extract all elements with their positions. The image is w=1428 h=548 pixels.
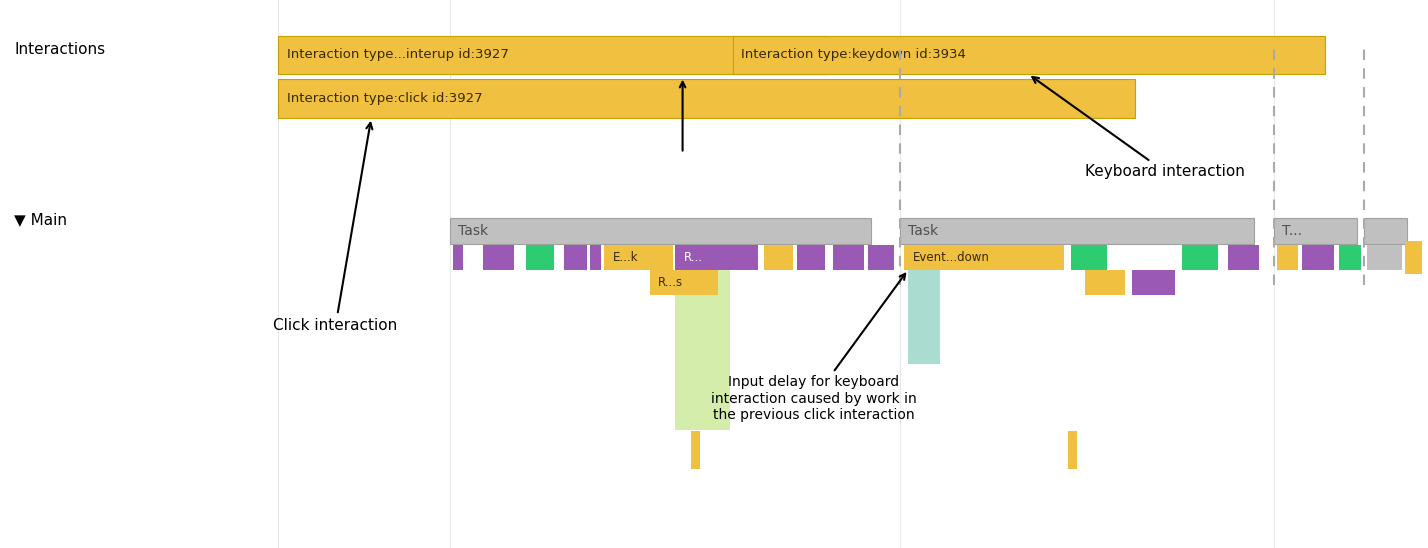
Bar: [1302, 245, 1334, 270]
Text: Task: Task: [908, 224, 938, 238]
Bar: [691, 431, 700, 469]
Bar: [1132, 270, 1175, 295]
Text: T...: T...: [1282, 224, 1302, 238]
Bar: [868, 245, 894, 270]
Text: Interaction type:click id:3927: Interaction type:click id:3927: [287, 92, 483, 105]
Bar: [453, 245, 463, 270]
Bar: [797, 245, 825, 270]
Bar: [650, 270, 718, 295]
Bar: [526, 245, 554, 270]
Bar: [733, 36, 1325, 74]
Text: Task: Task: [458, 224, 488, 238]
Text: Click interaction: Click interaction: [273, 123, 398, 333]
Text: E...k: E...k: [613, 251, 638, 264]
Bar: [1405, 241, 1422, 274]
Bar: [278, 36, 828, 74]
Text: Keyboard interaction: Keyboard interaction: [1032, 77, 1245, 179]
Bar: [1071, 245, 1107, 270]
Bar: [278, 79, 1135, 118]
Bar: [1228, 245, 1259, 270]
Bar: [904, 245, 1064, 270]
Text: ▼ Main: ▼ Main: [14, 212, 67, 227]
Bar: [1339, 245, 1361, 270]
Bar: [604, 245, 673, 270]
Text: R...s: R...s: [658, 276, 684, 289]
Bar: [1068, 431, 1077, 469]
Bar: [1182, 245, 1218, 270]
Text: Input delay for keyboard
interaction caused by work in
the previous click intera: Input delay for keyboard interaction cau…: [711, 274, 917, 422]
Bar: [564, 245, 587, 270]
Bar: [1364, 218, 1407, 244]
Text: Interaction type...interup id:3927: Interaction type...interup id:3927: [287, 48, 508, 61]
Bar: [450, 218, 871, 244]
Bar: [483, 245, 514, 270]
Bar: [764, 245, 793, 270]
Bar: [675, 270, 730, 430]
Bar: [1277, 245, 1298, 270]
Bar: [833, 245, 864, 270]
Bar: [1274, 218, 1357, 244]
Bar: [590, 245, 601, 270]
Text: Interaction type:keydown id:3934: Interaction type:keydown id:3934: [741, 48, 965, 61]
Bar: [1367, 245, 1402, 270]
Text: R...: R...: [684, 251, 703, 264]
Text: Interactions: Interactions: [14, 42, 106, 57]
Text: Event...down: Event...down: [912, 251, 990, 264]
Bar: [1085, 270, 1125, 295]
Bar: [908, 270, 940, 364]
Bar: [675, 245, 758, 270]
Bar: [900, 218, 1254, 244]
